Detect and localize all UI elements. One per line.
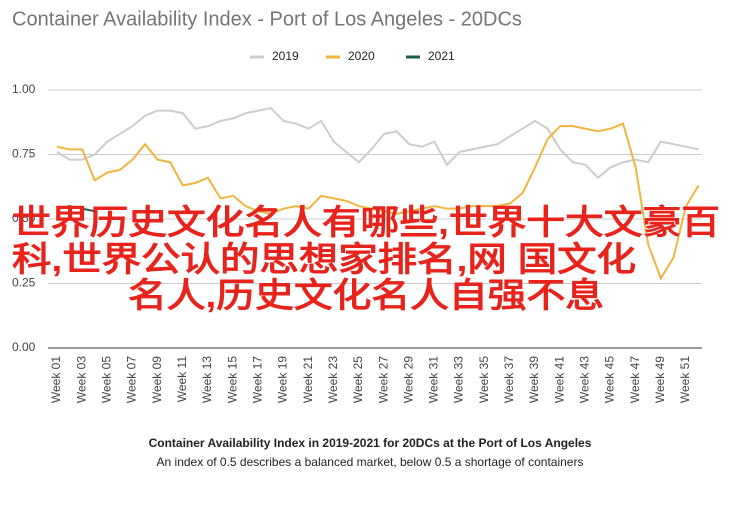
y-tick-label: 1.00: [12, 82, 36, 96]
y-tick-label: 0.75: [12, 147, 36, 161]
x-tick-label: Week 01: [49, 356, 63, 403]
legend-label: 2020: [348, 49, 375, 63]
y-tick-label: 0.00: [12, 340, 36, 354]
x-tick-label: Week 51: [678, 356, 692, 403]
x-tick-label: Week 35: [477, 356, 491, 403]
x-tick-label: Week 05: [99, 356, 113, 403]
chart-title: Container Availability Index - Port of L…: [12, 8, 522, 30]
x-tick-label: Week 47: [628, 356, 642, 403]
data-line: [56, 106, 699, 180]
footnote-title: Container Availability Index in 2019-202…: [149, 436, 592, 450]
x-tick-label: Week 17: [250, 356, 264, 403]
y-tick-label: 0.25: [12, 276, 36, 290]
x-tick-label: Week 45: [603, 356, 617, 403]
footnote: An index of 0.5 describes a balanced mar…: [157, 455, 584, 469]
x-tick-label: Week 41: [552, 356, 566, 403]
x-tick-label: Week 33: [452, 356, 466, 403]
x-tick-label: Week 29: [401, 356, 415, 403]
legend-label: 2019: [272, 49, 299, 63]
x-tick-label: Week 31: [427, 356, 441, 403]
x-tick-label: Week 21: [301, 356, 315, 403]
x-tick-label: Week 43: [578, 356, 592, 403]
x-tick-label: Week 39: [527, 356, 541, 403]
overlay-text: 世界历史文化名人有哪些,世界十大文豪百: [12, 203, 720, 242]
x-tick-label: Week 19: [276, 356, 290, 403]
legend-label: 2021: [428, 49, 455, 63]
x-tick-label: Week 25: [351, 356, 365, 403]
data-line: [56, 205, 95, 213]
x-tick-label: Week 13: [200, 356, 214, 403]
x-tick-label: Week 27: [376, 356, 390, 403]
overlay-text: 科,世界公认的思想家排名,网 国文化: [12, 241, 636, 279]
x-tick-label: Week 07: [125, 356, 139, 403]
x-tick-label: Week 15: [225, 356, 239, 403]
x-tick-label: Week 11: [175, 356, 189, 403]
data-line: [56, 122, 700, 281]
y-tick-label: 0.50: [12, 211, 36, 225]
x-tick-label: Week 37: [502, 356, 516, 403]
overlay-text: 名人,历史文化名人自强不息: [128, 276, 604, 315]
x-tick-label: Week 23: [326, 356, 340, 403]
x-tick-label: Week 49: [653, 356, 667, 403]
x-tick-label: Week 09: [150, 356, 164, 403]
x-tick-label: Week 03: [74, 356, 88, 403]
